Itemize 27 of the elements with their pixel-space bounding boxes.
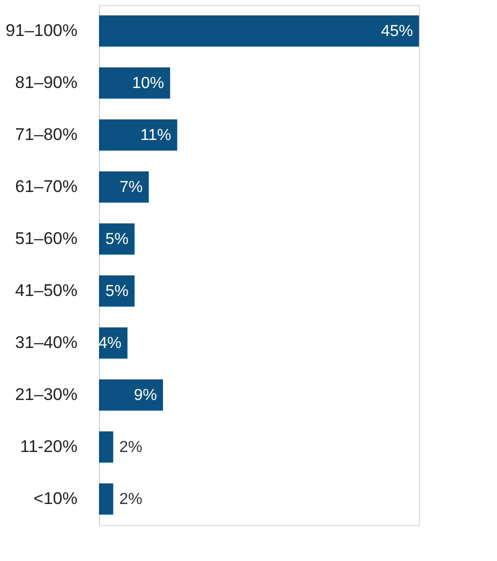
y-tick-label: 21–30%	[15, 385, 78, 404]
bar	[99, 483, 114, 515]
bar	[99, 379, 163, 411]
bar	[99, 171, 149, 203]
data-label: 2%	[119, 491, 142, 508]
data-label: 5%	[105, 283, 129, 300]
bar	[99, 15, 419, 47]
y-tick-label: 81–90%	[15, 73, 78, 92]
data-label: 45%	[380, 23, 413, 40]
data-label: 9%	[134, 387, 157, 404]
bar	[99, 119, 178, 151]
data-label: 5%	[105, 231, 129, 248]
y-tick-label: 61–70%	[15, 177, 78, 196]
y-tick-label: 51–60%	[15, 229, 78, 248]
y-tick-label: 31–40%	[15, 333, 78, 352]
bar	[99, 431, 114, 463]
bar	[99, 67, 170, 99]
data-label: 11%	[140, 127, 172, 144]
data-label: 7%	[120, 179, 143, 196]
y-tick-label: <10%	[34, 489, 78, 508]
data-label: 4%	[98, 335, 122, 352]
data-label: 2%	[119, 439, 142, 456]
y-tick-label: 91–100%	[6, 21, 78, 40]
y-tick-label: 11-20%	[20, 437, 78, 456]
y-tick-label: 71–80%	[15, 125, 78, 144]
data-label: 10%	[132, 75, 164, 92]
y-tick-label: 41–50%	[15, 281, 78, 300]
